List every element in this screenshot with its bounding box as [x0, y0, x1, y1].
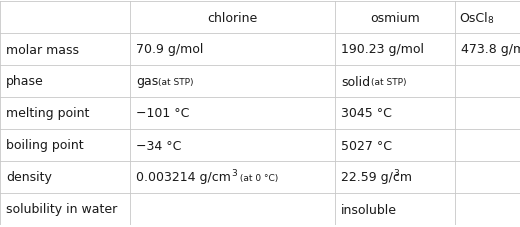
Text: gas: gas [136, 75, 158, 88]
Text: −34 °C: −34 °C [136, 139, 181, 152]
Text: 70.9 g/mol: 70.9 g/mol [136, 43, 203, 56]
Text: 5027 °C: 5027 °C [341, 139, 392, 152]
Text: osmium: osmium [370, 11, 420, 24]
Text: solubility in water: solubility in water [6, 203, 117, 216]
Text: 0.003214 g/cm: 0.003214 g/cm [136, 171, 231, 184]
Text: 3: 3 [393, 169, 399, 178]
Text: chlorine: chlorine [207, 11, 257, 24]
Text: density: density [6, 171, 52, 184]
Text: (at STP): (at STP) [371, 77, 407, 86]
Text: 473.8 g/mol: 473.8 g/mol [461, 43, 520, 56]
Text: boiling point: boiling point [6, 139, 84, 152]
Text: melting point: melting point [6, 107, 89, 120]
Text: OsCl: OsCl [459, 11, 488, 24]
Text: solid: solid [341, 75, 370, 88]
Text: (at 0 °C): (at 0 °C) [237, 173, 278, 182]
Text: 3: 3 [231, 169, 237, 178]
Text: −101 °C: −101 °C [136, 107, 189, 120]
Text: 8: 8 [488, 16, 493, 25]
Text: insoluble: insoluble [341, 203, 397, 216]
Text: 22.59 g/cm: 22.59 g/cm [341, 171, 412, 184]
Text: (at STP): (at STP) [158, 77, 193, 86]
Text: 190.23 g/mol: 190.23 g/mol [341, 43, 424, 56]
Text: molar mass: molar mass [6, 43, 79, 56]
Text: phase: phase [6, 75, 44, 88]
Text: 3045 °C: 3045 °C [341, 107, 392, 120]
